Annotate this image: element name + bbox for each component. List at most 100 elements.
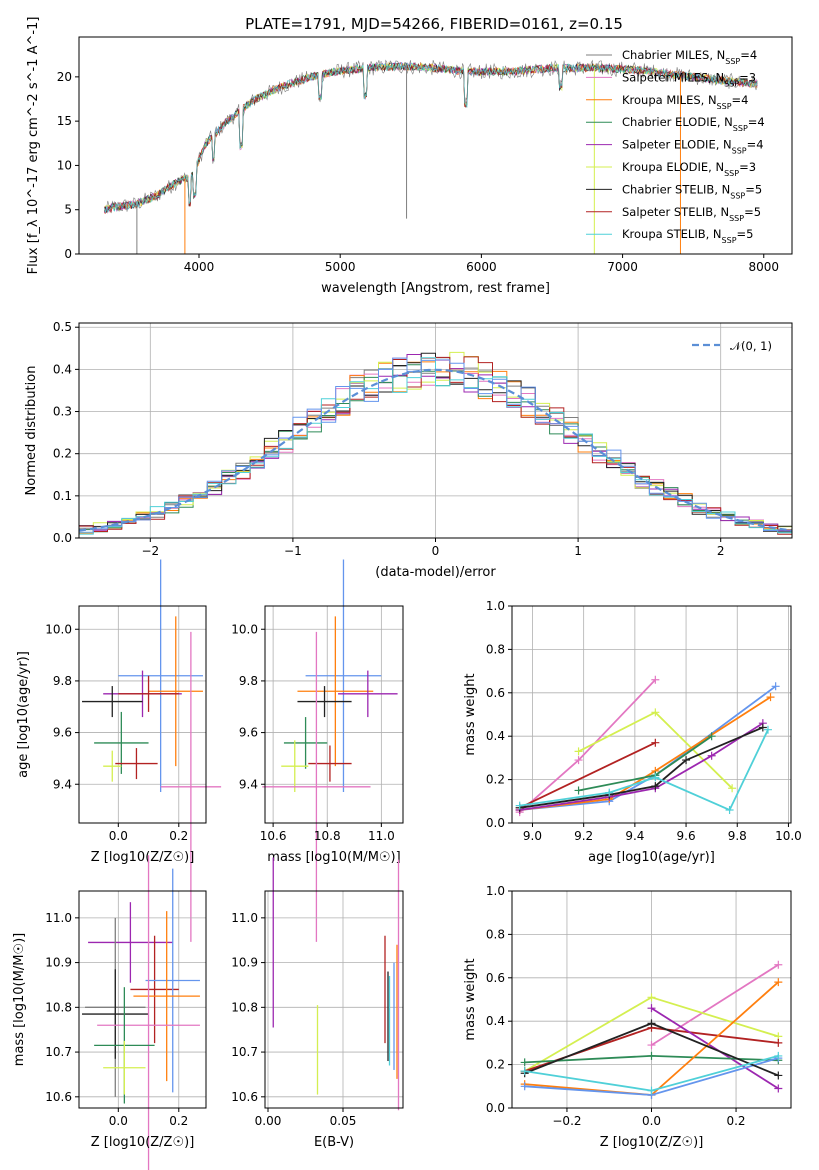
mass-weight-marker xyxy=(651,708,660,717)
x-tick-label: 1 xyxy=(574,544,582,558)
mass-weight-marker xyxy=(774,960,783,969)
x-axis-label: Z [log10(Z/Z☉)] xyxy=(600,1135,704,1150)
x-tick-label: 0.05 xyxy=(330,1114,357,1128)
age-vs-metallicity-panel: 0.0 0.2 9.4 9.6 9.8 10.0 Z [log10(Z/Z☉)] age [l… xyxy=(16,559,222,942)
y-tick-label: 10.9 xyxy=(231,956,258,970)
x-tick-label: 9.0 xyxy=(523,829,542,843)
y-tick-label: 10.8 xyxy=(231,1000,258,1014)
x-tick-label: 9.8 xyxy=(728,829,747,843)
y-tick-label: 15 xyxy=(57,114,72,128)
mass-weight-marker xyxy=(647,993,656,1002)
y-tick-label: 11.0 xyxy=(45,911,72,925)
x-tick-label: 6000 xyxy=(466,260,497,274)
legend-entry: Chabrier STELIB, NSSP=5 xyxy=(622,182,762,200)
plot-area xyxy=(82,855,200,1170)
mass-weight-marker xyxy=(707,751,716,760)
y-tick-label: 10.7 xyxy=(45,1045,72,1059)
x-tick-label: 8000 xyxy=(748,260,779,274)
mass-weight-marker xyxy=(574,786,583,795)
legend-entry: Kroupa MILES, NSSP=4 xyxy=(622,93,748,111)
spectrum-panel: 4000 5000 6000 7000 8000 0 5 10 15 20 wavelength [… xyxy=(26,17,793,296)
mass-weight-vs-metallicity-panel: −0.2 0.0 0.2 0.0 0.2 0.4 0.6 0.8 1.0 Z [log10(Z/Z… xyxy=(463,884,792,1150)
age-vs-mass-panel: 10.6 10.8 11.0 9.4 9.6 9.8 10.0 mass [log10(M/M… xyxy=(231,559,404,942)
mass-vs-ebv-panel: 0.00 0.05 10.6 10.7 10.8 10.9 11.0 E(B-V) xyxy=(231,857,404,1150)
x-tick-label: 9.6 xyxy=(677,829,696,843)
x-tick-label: 0 xyxy=(432,544,440,558)
y-tick-label: 10.6 xyxy=(231,1090,258,1104)
y-tick-label: 9.8 xyxy=(239,674,258,688)
mass-weight-marker xyxy=(728,784,737,793)
y-tick-label: 10 xyxy=(57,158,72,172)
y-tick-label: 9.6 xyxy=(239,726,258,740)
y-tick-label: 0.1 xyxy=(53,489,72,503)
y-tick-label: 0.2 xyxy=(486,773,505,787)
mass-weight-marker xyxy=(574,747,583,756)
y-tick-label: 10.6 xyxy=(45,1090,72,1104)
x-tick-label: 0.0 xyxy=(109,1114,128,1128)
y-axis-label: Normed distribution xyxy=(24,366,39,496)
y-tick-label: 1.0 xyxy=(486,884,505,898)
legend-entry: Chabrier MILES, NSSP=4 xyxy=(622,48,757,66)
y-axis-label: mass weight xyxy=(463,673,478,755)
y-tick-label: 0.6 xyxy=(486,971,505,985)
legend-entry: Chabrier ELODIE, NSSP=4 xyxy=(622,115,765,133)
plot-area xyxy=(262,559,398,942)
mass-weight-marker xyxy=(774,1071,783,1080)
mass-weight-marker xyxy=(707,732,716,741)
mass-weight-marker xyxy=(682,756,691,765)
x-tick-label: 10.0 xyxy=(775,829,802,843)
mass-weight-marker xyxy=(763,725,772,734)
x-tick-label: 0.2 xyxy=(726,1114,745,1128)
mass-weight-line xyxy=(578,735,713,792)
axes-frame xyxy=(511,890,792,1109)
axes-frame xyxy=(264,890,404,1109)
y-tick-label: 0.3 xyxy=(53,405,72,419)
plot-area xyxy=(78,351,793,535)
mass-weight-marker xyxy=(520,1082,529,1091)
mass-weight-vs-age-panel: 9.0 9.2 9.4 9.6 9.8 10.0 0.0 0.2 0.4 0.6 0.8 1.0 age… xyxy=(463,599,802,865)
x-tick-label: 0.2 xyxy=(169,1114,188,1128)
legend-entry: 𝒩(0, 1) xyxy=(730,339,772,353)
mass-weight-marker xyxy=(651,782,660,791)
y-tick-label: 9.4 xyxy=(239,777,258,791)
x-tick-label: −2 xyxy=(141,544,159,558)
axes-frame xyxy=(78,890,207,1109)
mass-weight-marker xyxy=(647,1041,656,1050)
mass-weight-marker xyxy=(771,682,780,691)
mass-weight-line xyxy=(519,726,764,809)
axes-frame xyxy=(78,605,207,824)
x-axis-label: Z [log10(Z/Z☉)] xyxy=(91,1135,195,1150)
x-tick-label: −0.2 xyxy=(552,1114,581,1128)
mass-weight-line xyxy=(651,1007,779,1090)
mass-weight-marker xyxy=(520,1067,529,1076)
x-axis-label: (data-model)/error xyxy=(375,565,496,580)
y-tick-label: 9.4 xyxy=(53,777,72,791)
mass-weight-marker xyxy=(651,738,660,747)
residuals-panel: −2 −1 0 1 2 0.0 0.1 0.2 0.3 0.4 0.5 (data-model)/er… xyxy=(24,320,793,580)
plot-area xyxy=(104,59,758,254)
x-tick-label: 9.4 xyxy=(625,829,644,843)
plot-area xyxy=(515,675,780,817)
spectrum-line-kroupa-stelib xyxy=(104,61,758,214)
mass-weight-marker xyxy=(605,788,614,797)
mass-weight-line xyxy=(519,685,777,811)
normal-curve xyxy=(78,368,793,532)
legend-entry: Salpeter ELODIE, NSSP=4 xyxy=(622,138,764,156)
x-axis-label: age [log10(age/yr)] xyxy=(588,850,715,865)
y-tick-label: 9.8 xyxy=(53,674,72,688)
x-tick-label: 9.2 xyxy=(574,829,593,843)
x-tick-label: 10.6 xyxy=(260,829,287,843)
mass-weight-marker xyxy=(774,1084,783,1093)
axes-frame xyxy=(78,36,793,255)
x-tick-label: 10.8 xyxy=(314,829,341,843)
legend-entry: Kroupa ELODIE, NSSP=3 xyxy=(622,160,756,178)
x-tick-label: −1 xyxy=(284,544,302,558)
figure-title: PLATE=1791, MJD=54266, FIBERID=0161, z=0… xyxy=(245,15,623,33)
y-tick-label: 5 xyxy=(64,203,72,217)
mass-weight-line xyxy=(651,964,779,1046)
y-tick-label: 1.0 xyxy=(486,599,505,613)
plot-area xyxy=(82,559,222,942)
y-tick-label: 0.8 xyxy=(486,927,505,941)
x-axis-label: E(B-V) xyxy=(314,1135,354,1150)
